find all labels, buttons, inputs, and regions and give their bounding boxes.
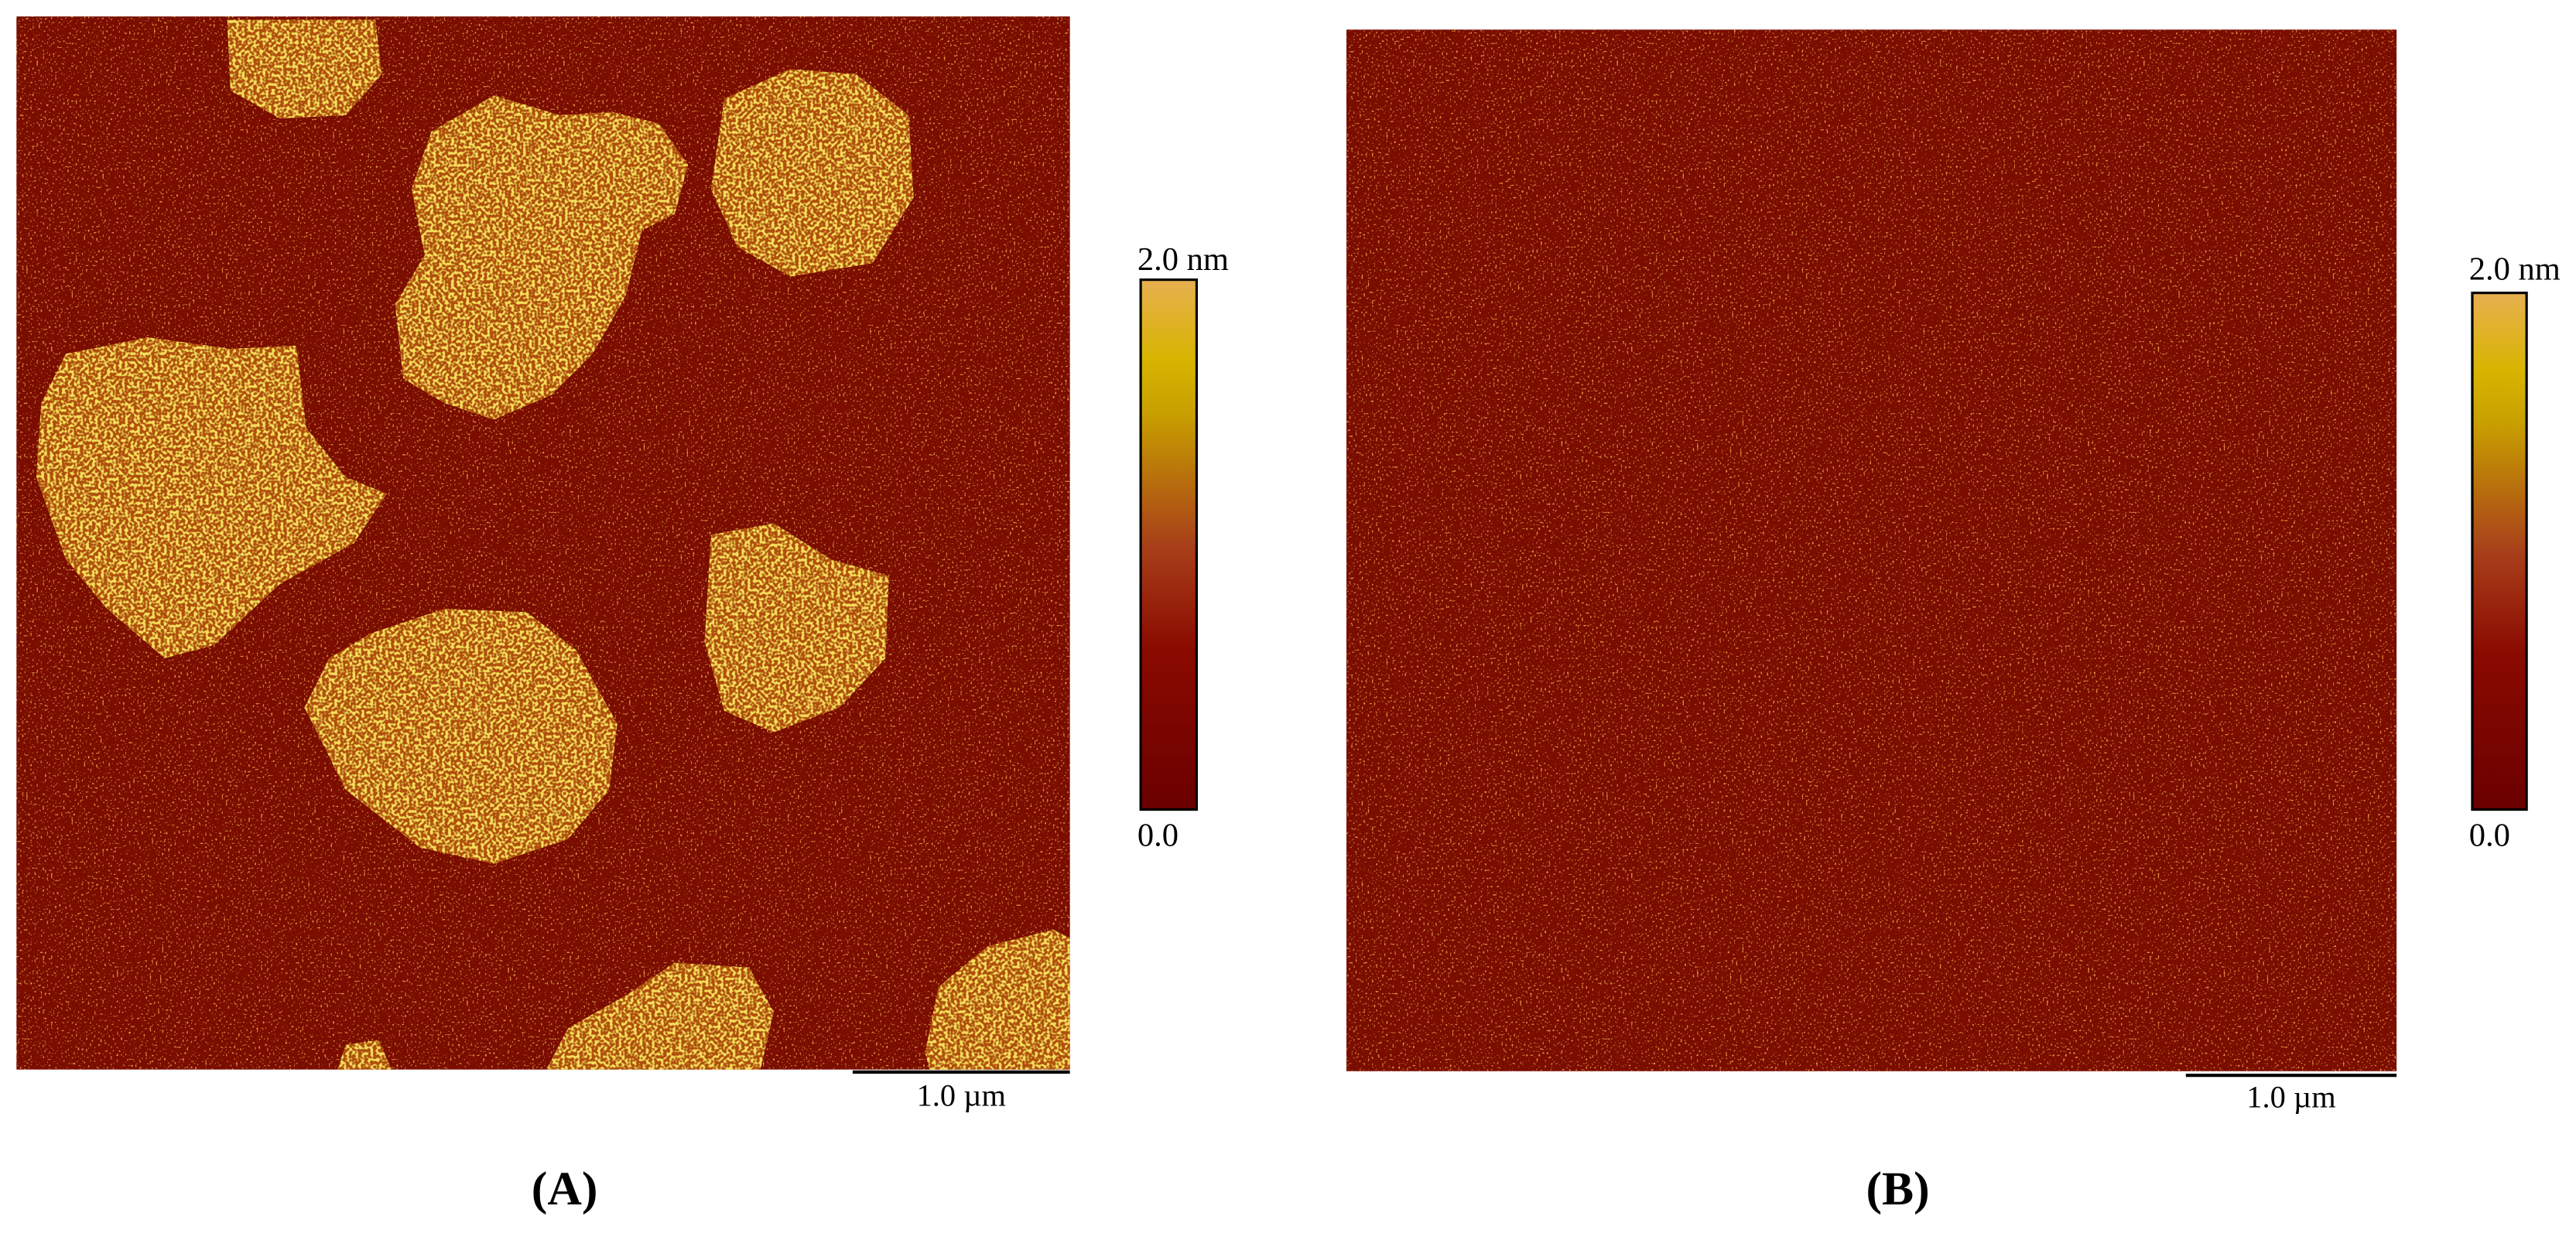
panel-label: (B) <box>1866 1163 1929 1215</box>
colorbar <box>2471 292 2528 811</box>
colorbar <box>1139 278 1199 811</box>
colorbar-min: 0.0 <box>2469 817 2510 853</box>
scale-bar-label: 1.0 µm <box>2246 1080 2335 1115</box>
colorbar-max: 2.0 nm <box>1137 241 1229 278</box>
panel-label: (A) <box>532 1163 598 1215</box>
colorbar-min: 0.0 <box>1137 817 1179 853</box>
afm-image-b <box>1346 29 2397 1071</box>
colorbar-max: 2.0 nm <box>2469 251 2561 288</box>
scale-bar-label: 1.0 µm <box>917 1078 1006 1112</box>
afm-image-a <box>16 16 1070 1070</box>
